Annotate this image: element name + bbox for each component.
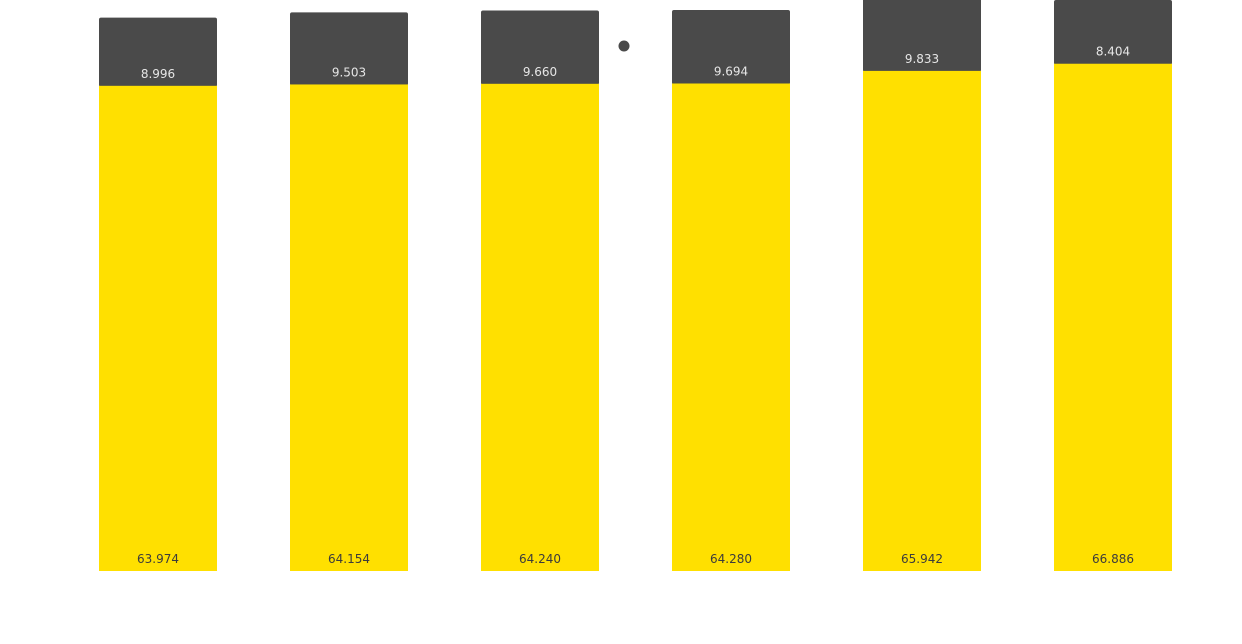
- bar-segment-series-2: [481, 10, 599, 85]
- data-label-series-1: 64.280: [710, 552, 752, 566]
- data-label-series-1: 64.154: [328, 552, 370, 566]
- bar-segment-series-1: [1054, 63, 1172, 571]
- data-label-series-2: 9.694: [714, 64, 748, 78]
- data-label-series-1: 66.886: [1092, 552, 1134, 566]
- data-label-series-2: 8.404: [1096, 45, 1130, 59]
- bar-segment-series-1: [290, 84, 408, 572]
- bar-stack-2: 9.503 64.154: [290, 12, 408, 572]
- data-label-series-2: 9.503: [332, 65, 366, 79]
- data-label-series-1: 63.974: [137, 552, 179, 566]
- bar-segment-series-2: [99, 17, 217, 87]
- bar-stack-4: 9.694 64.280: [672, 9, 790, 571]
- plot-area: 8.996 63.974 9.503 64.154 9.660 64.240 9.694 64…: [99, 0, 1172, 572]
- data-label-series-1: 65.942: [901, 552, 943, 566]
- bar-stack-6: 8.404 66.886: [1054, 0, 1172, 571]
- bar-segment-series-2: [290, 12, 408, 86]
- bar-segment-series-1: [481, 83, 599, 572]
- bar-segment-series-2: [863, 0, 981, 72]
- bar-segment-series-2: [1054, 0, 1172, 65]
- data-label-series-2: 9.833: [905, 52, 939, 66]
- data-label-series-2: 9.660: [523, 65, 557, 79]
- bar-segment-series-2: [672, 9, 790, 85]
- data-label-series-1: 64.240: [519, 552, 561, 566]
- bar-stack-1: 8.996 63.974: [99, 17, 217, 571]
- bar-stack-3: 9.660 64.240: [481, 10, 599, 572]
- data-label-series-2: 8.996: [141, 67, 175, 81]
- bar-segment-series-1: [99, 85, 217, 571]
- bar-segment-series-1: [863, 70, 981, 571]
- bar-stack-5: 9.833 65.942: [863, 0, 981, 571]
- bar-segment-series-1: [672, 83, 790, 571]
- legend-marker-2: [618, 40, 630, 52]
